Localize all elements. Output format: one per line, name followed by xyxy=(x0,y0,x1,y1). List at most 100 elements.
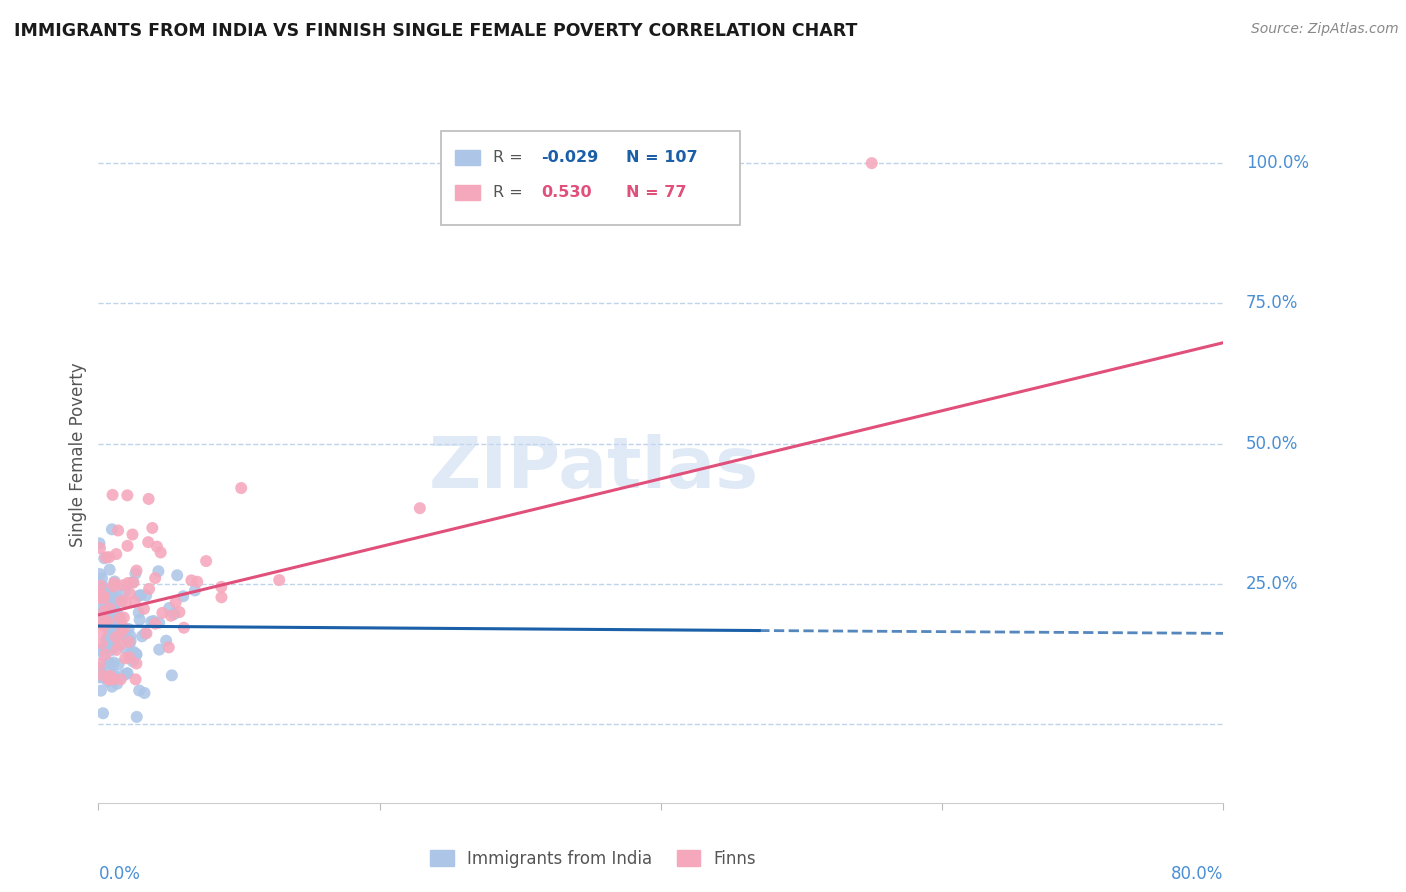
Text: R =: R = xyxy=(494,151,529,165)
Text: 25.0%: 25.0% xyxy=(1246,575,1298,593)
Point xyxy=(110,616,132,631)
Point xyxy=(180,574,202,588)
Point xyxy=(138,491,160,506)
Point xyxy=(105,676,128,690)
Point xyxy=(131,629,153,643)
Point xyxy=(96,633,118,648)
Point xyxy=(93,649,115,664)
Point xyxy=(89,607,111,621)
Point xyxy=(112,610,135,624)
Point xyxy=(89,661,111,675)
Point xyxy=(115,666,138,681)
Point xyxy=(91,668,114,682)
Point xyxy=(118,586,141,600)
Point xyxy=(117,622,139,636)
Point xyxy=(115,642,138,657)
Point xyxy=(124,595,146,609)
Point xyxy=(105,596,128,610)
Point xyxy=(125,564,148,578)
Point xyxy=(101,625,124,640)
Point xyxy=(89,536,111,550)
Point xyxy=(110,638,132,652)
Point xyxy=(103,610,125,624)
Point xyxy=(104,629,127,643)
Point xyxy=(107,657,129,672)
Point xyxy=(101,488,124,502)
Point xyxy=(103,656,125,670)
Point xyxy=(94,550,117,565)
Point xyxy=(104,574,127,589)
Point xyxy=(134,686,156,700)
Point xyxy=(135,626,157,640)
Point xyxy=(112,621,135,635)
Point xyxy=(103,628,125,642)
Point xyxy=(89,586,111,600)
Point xyxy=(117,539,139,553)
Point xyxy=(120,634,142,648)
Point xyxy=(93,590,115,604)
Point xyxy=(163,607,186,621)
Point xyxy=(118,635,141,649)
Point xyxy=(105,580,128,594)
Point xyxy=(157,640,180,655)
Point xyxy=(122,645,145,659)
Point xyxy=(173,621,195,635)
Point xyxy=(104,631,127,645)
Point xyxy=(211,591,233,605)
Point xyxy=(269,573,291,587)
Point xyxy=(103,667,125,681)
Point xyxy=(138,582,160,596)
Point xyxy=(96,597,118,611)
Text: 100.0%: 100.0% xyxy=(1246,154,1309,172)
Text: 0.0%: 0.0% xyxy=(98,865,141,883)
Point xyxy=(90,579,112,593)
Point xyxy=(97,600,120,615)
Point xyxy=(136,535,159,549)
Point xyxy=(96,674,118,689)
Point xyxy=(98,656,121,670)
Point xyxy=(142,614,165,628)
Point xyxy=(98,587,121,601)
Point xyxy=(93,580,115,594)
Point xyxy=(103,579,125,593)
Point xyxy=(98,563,121,577)
Text: R =: R = xyxy=(494,186,529,200)
Point xyxy=(209,580,232,594)
Point xyxy=(143,616,166,631)
Point xyxy=(118,636,141,650)
Point xyxy=(114,629,136,643)
Point xyxy=(111,578,134,592)
Point xyxy=(117,666,139,681)
Point xyxy=(121,654,143,668)
Point xyxy=(104,639,127,653)
Point xyxy=(98,656,121,670)
Text: 50.0%: 50.0% xyxy=(1246,434,1298,453)
Point xyxy=(860,156,883,170)
Point xyxy=(409,501,432,516)
Text: Source: ZipAtlas.com: Source: ZipAtlas.com xyxy=(1251,22,1399,37)
Point xyxy=(89,567,111,582)
Point xyxy=(121,527,143,541)
Point xyxy=(100,604,122,618)
FancyBboxPatch shape xyxy=(441,131,740,226)
Point xyxy=(103,617,125,632)
Point xyxy=(97,639,120,653)
Point xyxy=(149,545,172,559)
Point xyxy=(169,605,191,619)
Point xyxy=(89,657,111,671)
Point xyxy=(93,591,115,605)
Point xyxy=(93,604,115,618)
Point xyxy=(104,639,127,653)
Point xyxy=(94,648,117,662)
Text: N = 77: N = 77 xyxy=(626,186,686,200)
Point xyxy=(91,571,114,585)
Point xyxy=(141,615,163,629)
Point xyxy=(97,630,120,644)
Text: IMMIGRANTS FROM INDIA VS FINNISH SINGLE FEMALE POVERTY CORRELATION CHART: IMMIGRANTS FROM INDIA VS FINNISH SINGLE … xyxy=(14,22,858,40)
Point xyxy=(132,602,155,616)
Point xyxy=(124,673,146,687)
Point xyxy=(103,673,125,687)
Point xyxy=(114,651,136,665)
Point xyxy=(128,613,150,627)
Point xyxy=(87,616,110,631)
